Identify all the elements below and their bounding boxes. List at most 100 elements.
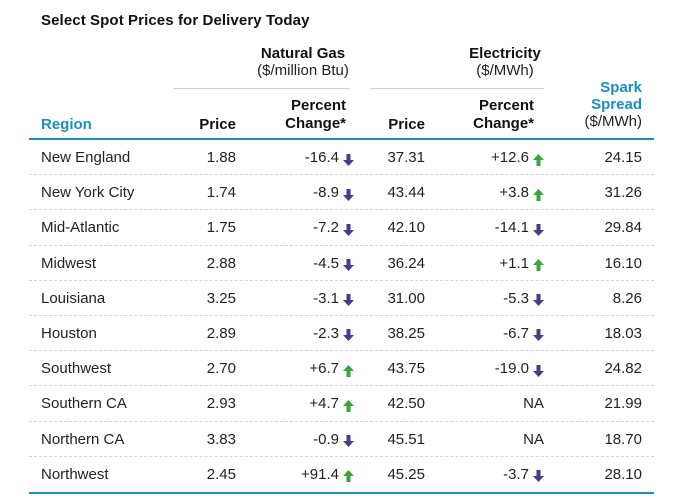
region-cell: New England bbox=[41, 149, 131, 166]
electricity-group-header: Electricity ($/MWh) bbox=[435, 45, 575, 79]
table-title: Select Spot Prices for Delivery Today bbox=[41, 12, 310, 29]
electricity-percent-change-cell: NA bbox=[449, 386, 544, 421]
arrow-up-icon bbox=[533, 188, 544, 201]
gas-price-cell: 1.74 bbox=[206, 184, 236, 202]
gas-percent-change-cell: -7.2 bbox=[259, 210, 354, 245]
gas-price-cell: 1.75 bbox=[206, 219, 236, 237]
spark-header-unit: ($/MWh) bbox=[584, 113, 643, 130]
column-header-spark-spread: Spark Spread ($/MWh) bbox=[560, 79, 643, 130]
gas-price-cell: 2.89 bbox=[206, 324, 236, 342]
spark-spread-cell: 24.15 bbox=[604, 149, 642, 166]
spark-spread-cell: 18.70 bbox=[604, 430, 642, 448]
electricity-price-cell: 31.00 bbox=[387, 289, 425, 307]
electricity-percent-change-cell-value: -19.0 bbox=[494, 360, 529, 378]
spark-spread-cell: 24.82 bbox=[604, 360, 642, 378]
electricity-percent-change-cell-value: NA bbox=[523, 395, 544, 413]
electricity-percent-change-cell: +3.8 bbox=[449, 175, 544, 210]
region-cell: Southwest bbox=[41, 360, 112, 378]
arrow-down-icon bbox=[533, 364, 544, 377]
gas-percent-change-cell-value: -2.3 bbox=[313, 324, 339, 342]
gas-percent-change-cell-value: -7.2 bbox=[313, 219, 339, 237]
electricity-percent-change-cell-value: -5.3 bbox=[503, 289, 529, 307]
electricity-price-cell: 45.51 bbox=[387, 430, 425, 448]
spark-spread-cell: 21.99 bbox=[604, 395, 642, 413]
gas-percent-change-cell: -16.4 bbox=[259, 140, 354, 175]
arrow-up-icon bbox=[533, 153, 544, 166]
electricity-percent-change-cell: -5.3 bbox=[449, 281, 544, 316]
gas-price-cell: 3.25 bbox=[206, 289, 236, 307]
region-cell: Midwest bbox=[41, 254, 97, 272]
gas-pct-header-line1: Percent bbox=[290, 97, 346, 114]
electricity-group-unit: ($/MWh) bbox=[476, 62, 534, 79]
arrow-up-icon bbox=[343, 399, 354, 412]
gas-percent-change-cell-value: -8.9 bbox=[313, 184, 339, 202]
gas-percent-change-cell: -0.9 bbox=[259, 422, 354, 457]
natural-gas-group-unit: ($/million Btu) bbox=[257, 62, 349, 79]
region-cell: Houston bbox=[41, 324, 97, 342]
table-row: Houston 2.89 -2.3 38.25 -6.7 18.03 bbox=[29, 316, 654, 352]
table-row: Louisiana 3.25 -3.1 31.00 -5.3 8.26 bbox=[29, 281, 654, 316]
gas-price-cell: 3.83 bbox=[206, 430, 236, 448]
arrow-down-icon bbox=[533, 294, 544, 307]
electricity-percent-change-cell-value: -14.1 bbox=[494, 219, 529, 237]
electricity-percent-change-cell: NA bbox=[449, 422, 544, 457]
region-cell: Mid-Atlantic bbox=[41, 219, 120, 237]
table-row: Midwest 2.88 -4.5 36.24 +1.1 16.10 bbox=[29, 246, 654, 281]
column-header-gas-percent-change: Percent Change* bbox=[268, 97, 346, 133]
arrow-up-icon bbox=[343, 470, 354, 483]
table-row: Southwest 2.70 +6.7 43.75 -19.0 24.82 bbox=[29, 351, 654, 387]
header-rule bbox=[29, 138, 654, 140]
region-cell: Louisiana bbox=[41, 289, 106, 307]
spark-spread-cell: 31.26 bbox=[604, 184, 642, 202]
electricity-percent-change-cell-value: +1.1 bbox=[499, 254, 529, 272]
arrow-up-icon bbox=[343, 364, 354, 377]
electricity-percent-change-cell: +12.6 bbox=[449, 140, 544, 175]
region-cell: Northern CA bbox=[41, 430, 125, 448]
electricity-percent-change-cell-value: +12.6 bbox=[491, 149, 529, 166]
gas-price-cell: 2.88 bbox=[206, 254, 236, 272]
arrow-down-icon bbox=[343, 223, 354, 236]
column-header-gas-price: Price bbox=[199, 116, 236, 133]
gas-price-cell: 2.93 bbox=[206, 395, 236, 413]
arrow-down-icon bbox=[343, 259, 354, 272]
gas-percent-change-cell-value: +91.4 bbox=[301, 465, 339, 483]
gas-pct-header-line2: Change* bbox=[285, 115, 346, 132]
table-row: New England 1.88 -16.4 37.31 +12.6 24.15 bbox=[29, 140, 654, 176]
electricity-price-cell: 42.10 bbox=[387, 219, 425, 237]
gas-percent-change-cell: +91.4 bbox=[259, 457, 354, 492]
column-header-electricity-percent-change: Percent Change* bbox=[456, 97, 534, 133]
electricity-price-cell: 37.31 bbox=[387, 149, 425, 166]
electricity-percent-change-cell-value: -6.7 bbox=[503, 324, 529, 342]
gas-percent-change-cell-value: -4.5 bbox=[313, 254, 339, 272]
table-row: Northwest 2.45 +91.4 45.25 -3.7 28.10 bbox=[29, 457, 654, 492]
gas-percent-change-cell-value: +4.7 bbox=[309, 395, 339, 413]
electricity-percent-change-cell-value: NA bbox=[523, 430, 544, 448]
spark-spread-cell: 8.26 bbox=[612, 289, 642, 307]
electricity-price-cell: 45.25 bbox=[387, 465, 425, 483]
table-body: New England 1.88 -16.4 37.31 +12.6 24.15 New Y… bbox=[29, 140, 654, 492]
gas-percent-change-cell: -4.5 bbox=[259, 246, 354, 281]
region-cell: Southern CA bbox=[41, 395, 127, 413]
column-header-electricity-price: Price bbox=[388, 116, 425, 133]
spark-spread-cell: 18.03 bbox=[604, 324, 642, 342]
gas-percent-change-cell: +6.7 bbox=[259, 351, 354, 386]
electricity-percent-change-cell: -6.7 bbox=[449, 316, 544, 351]
electricity-group-title: Electricity bbox=[469, 45, 541, 62]
table-row: Mid-Atlantic 1.75 -7.2 42.10 -14.1 29.84 bbox=[29, 210, 654, 246]
gas-percent-change-cell-value: +6.7 bbox=[309, 360, 339, 378]
gas-percent-change-cell: -3.1 bbox=[259, 281, 354, 316]
electricity-percent-change-cell-value: +3.8 bbox=[499, 184, 529, 202]
column-header-region: Region bbox=[41, 116, 92, 133]
spark-spread-cell: 28.10 bbox=[604, 465, 642, 483]
gas-percent-change-cell: -2.3 bbox=[259, 316, 354, 351]
gas-percent-change-cell-value: -16.4 bbox=[304, 149, 339, 166]
electricity-price-cell: 36.24 bbox=[387, 254, 425, 272]
natural-gas-group-divider bbox=[174, 88, 350, 89]
footer-rule bbox=[29, 492, 654, 494]
arrow-up-icon bbox=[533, 259, 544, 272]
electricity-price-cell: 43.44 bbox=[387, 184, 425, 202]
table-row: New York City 1.74 -8.9 43.44 +3.8 31.26 bbox=[29, 175, 654, 211]
arrow-down-icon bbox=[343, 294, 354, 307]
table-row: Southern CA 2.93 +4.7 42.50 NA 21.99 bbox=[29, 386, 654, 422]
arrow-down-icon bbox=[533, 329, 544, 342]
